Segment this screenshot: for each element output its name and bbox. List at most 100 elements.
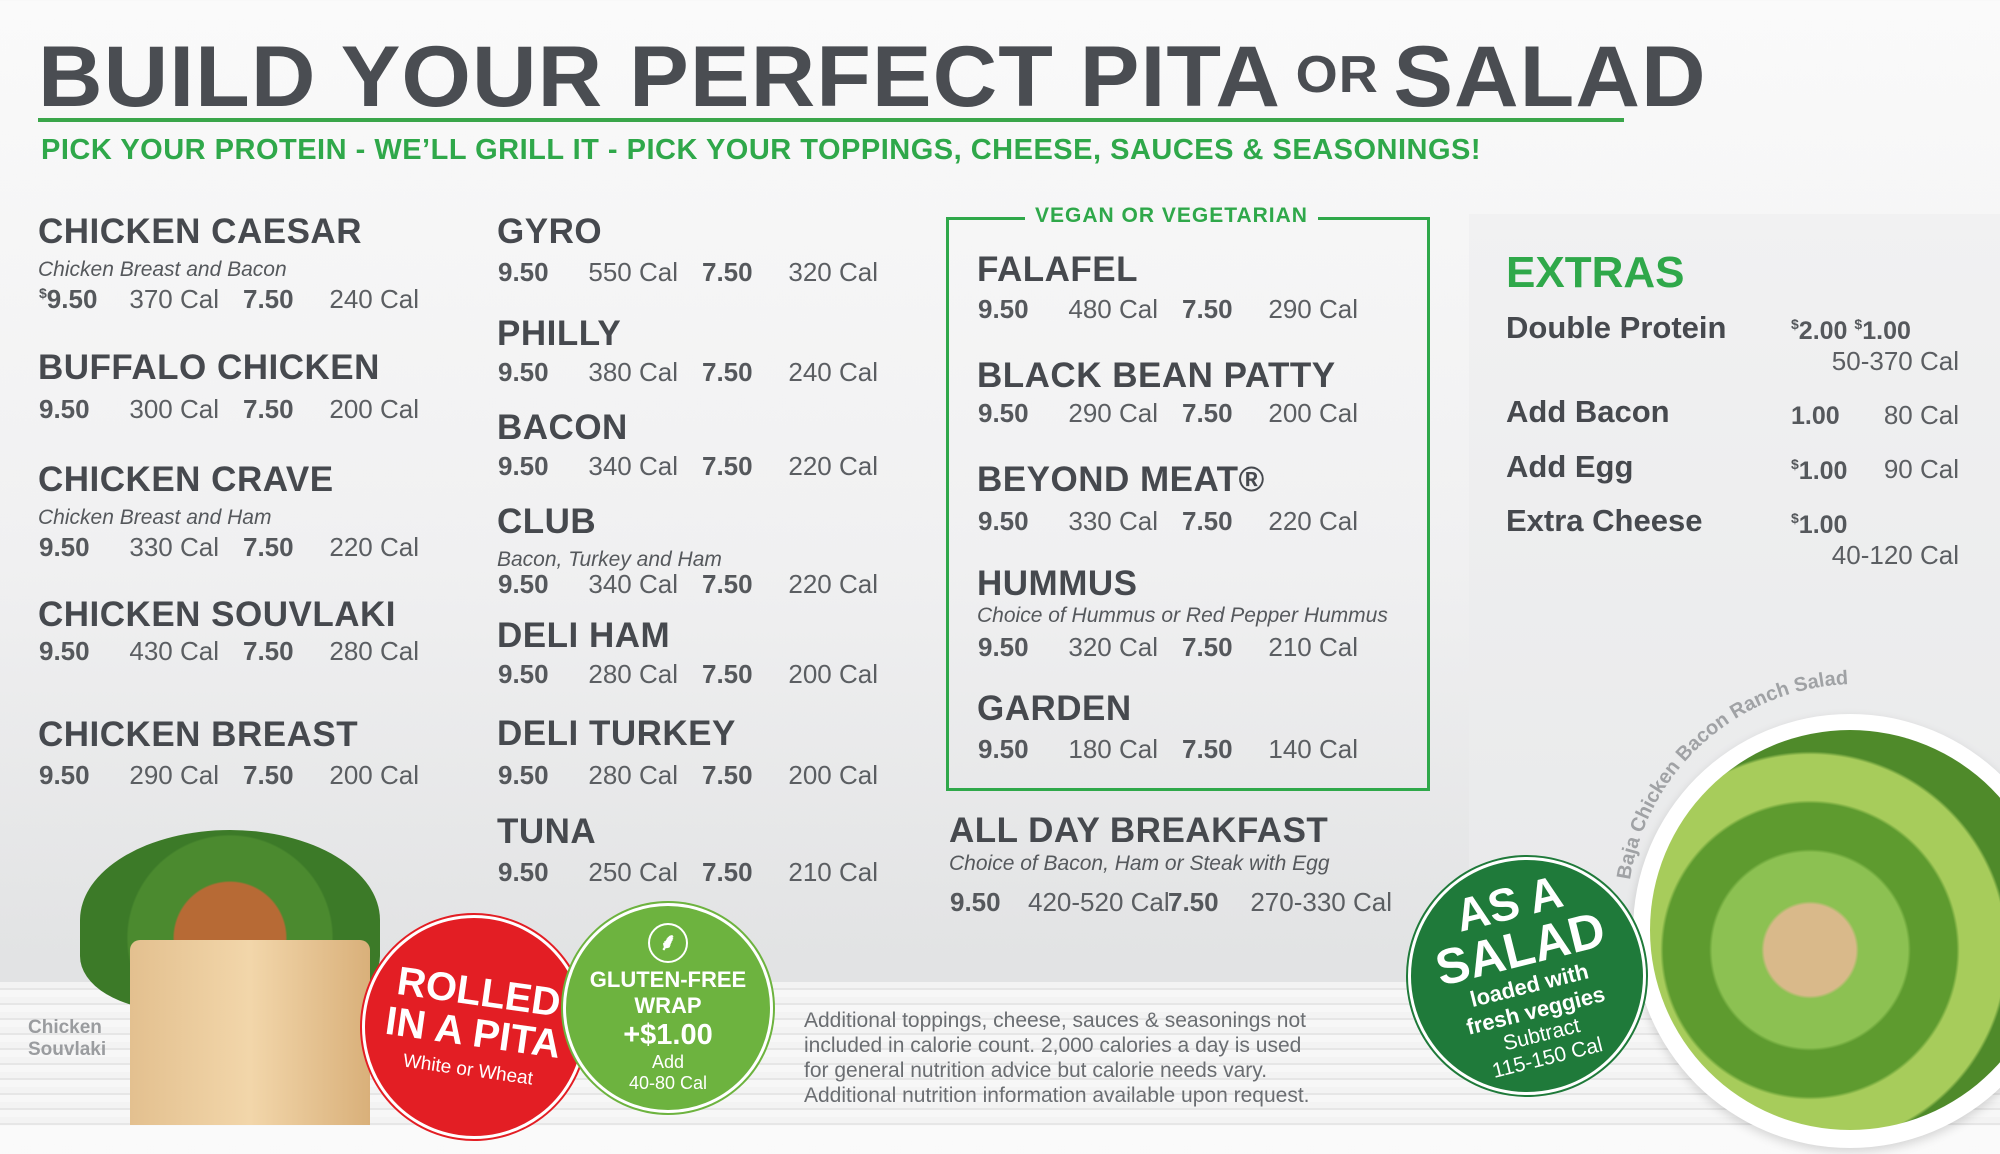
pita-price: 9.50 [978, 398, 1029, 428]
salad-price: 7.50 [1182, 294, 1233, 324]
wrap-photo-label: Chicken Souvlaki [28, 1017, 107, 1060]
salad-price: 7.50 [702, 569, 753, 599]
salad-photo [1650, 730, 2000, 1130]
badge-text: 40-80 Cal [628, 1072, 708, 1093]
extra-name: Add Egg [1506, 449, 1634, 484]
pita-calories: 250 Cal [588, 857, 678, 887]
badge-text: +$1.00 [623, 1018, 713, 1051]
vegan-label: VEGAN OR VEGETARIAN [1025, 204, 1318, 228]
pita-calories: 340 Cal [588, 569, 678, 599]
salad-price: 7.50 [243, 394, 294, 424]
price-row: 9.50 430 Cal 7.50 280 Cal [39, 636, 419, 667]
pita-price: 9.50 [39, 760, 90, 790]
price-row: 9.50 180 Cal 7.50 140 Cal [978, 734, 1358, 765]
salad-calories: 200 Cal [329, 394, 419, 424]
item-name: BLACK BEAN PATTY [977, 356, 1336, 395]
pita-price: 9.50 [498, 569, 549, 599]
item-description: Chicken Breast and Bacon [38, 258, 287, 281]
pita-price: 9.50 [978, 294, 1029, 324]
price-row: 9.50 420-520 Cal 7.50 270-330 Cal [950, 887, 1392, 918]
item-name: ALL DAY BREAKFAST [949, 811, 1329, 850]
extra-cal: 50-370 Cal [1831, 346, 1959, 376]
salad-price: 7.50 [702, 357, 753, 387]
price-row: 9.50 300 Cal 7.50 200 Cal [39, 394, 419, 425]
salad-price: 7.50 [702, 659, 753, 689]
pita-wrap-photo [130, 940, 370, 1125]
pita-price: 9.50 [498, 659, 549, 689]
pita-calories: 430 Cal [129, 636, 219, 666]
price-row: 9.50 480 Cal 7.50 290 Cal [978, 294, 1358, 325]
pita-price: 9.50 [978, 734, 1029, 764]
item-name: HUMMUS [977, 564, 1138, 603]
pita-calories: 290 Cal [129, 760, 219, 790]
extras-title: EXTRAS [1506, 248, 1685, 297]
wheat-icon: ⸙ [648, 922, 688, 963]
pita-price: 9.50 [39, 394, 90, 424]
badge-text: Add [651, 1051, 685, 1072]
pita-calories: 290 Cal [1068, 398, 1158, 428]
salad-calories: 220 Cal [788, 569, 878, 599]
item-description: Chicken Breast and Ham [38, 506, 272, 529]
pita-calories: 280 Cal [588, 659, 678, 689]
item-name: BACON [497, 408, 628, 447]
pita-calories: 370 Cal [129, 284, 219, 314]
pita-price: 9.50 [950, 887, 1001, 917]
price-row: 9.50 330 Cal 7.50 220 Cal [39, 532, 419, 563]
extra-price: $1.00 [1791, 456, 1848, 485]
badge-text: GLUTEN-FREE [589, 966, 747, 992]
pita-price: 9.50 [39, 636, 90, 666]
salad-price: 7.50 [243, 636, 294, 666]
item-description: Bacon, Turkey and Ham [497, 548, 722, 571]
pita-calories: 330 Cal [1068, 506, 1158, 536]
price-row: 9.50 280 Cal 7.50 200 Cal [498, 659, 878, 690]
item-name: PHILLY [497, 314, 622, 353]
pita-price: 9.50 [498, 451, 549, 481]
price-row: 9.50 330 Cal 7.50 220 Cal [978, 506, 1358, 537]
pita-price: 9.50 [498, 857, 549, 887]
title-underline [38, 118, 1624, 122]
pita-calories: 550 Cal [588, 257, 678, 287]
extra-name: Double Protein [1506, 310, 1727, 345]
salad-calories: 140 Cal [1268, 734, 1358, 764]
pita-calories: 420-520 Cal [1028, 887, 1170, 917]
extra-cal: 90 Cal [1883, 454, 1959, 484]
salad-calories: 200 Cal [788, 659, 878, 689]
salad-calories: 210 Cal [1268, 632, 1358, 662]
salad-calories: 290 Cal [1268, 294, 1358, 324]
salad-calories: 200 Cal [788, 760, 878, 790]
item-description: Choice of Bacon, Ham or Steak with Egg [949, 852, 1330, 875]
salad-calories: 220 Cal [1268, 506, 1358, 536]
extra-price: 1.00 [1791, 402, 1840, 430]
pita-price: 9.50 [978, 506, 1029, 536]
pita-calories: 380 Cal [588, 357, 678, 387]
salad-price: 7.50 [1182, 734, 1233, 764]
extra-price: $2.00 $1.00 [1791, 316, 1911, 345]
pita-price: 9.50 [39, 532, 90, 562]
price-row: 9.50 290 Cal 7.50 200 Cal [39, 760, 419, 791]
pita-calories: 340 Cal [588, 451, 678, 481]
salad-price: 7.50 [243, 760, 294, 790]
item-name: FALAFEL [977, 250, 1138, 289]
price-row: 9.50 340 Cal 7.50 220 Cal [498, 569, 878, 600]
page-title: BUILD YOUR PERFECT PITA OR SALAD [38, 29, 1707, 125]
item-name: BEYOND MEAT® [977, 460, 1265, 499]
pita-calories: 180 Cal [1068, 734, 1158, 764]
salad-price: 7.50 [1182, 398, 1233, 428]
salad-price: 7.50 [702, 257, 753, 287]
salad-calories: 280 Cal [329, 636, 419, 666]
disclaimer: Additional toppings, cheese, sauces & se… [804, 1009, 1310, 1107]
item-name: CHICKEN CRAVE [38, 460, 334, 499]
item-name: CHICKEN BREAST [38, 715, 359, 754]
salad-calories: 320 Cal [788, 257, 878, 287]
svg-text:Baja Chicken Bacon Ranch Salad: Baja Chicken Bacon Ranch Salad [1613, 667, 1849, 881]
item-name: GYRO [497, 212, 603, 251]
salad-calories: 200 Cal [329, 760, 419, 790]
pita-price: $9.50 [39, 284, 98, 314]
pita-calories: 330 Cal [129, 532, 219, 562]
item-name: DELI TURKEY [497, 714, 736, 753]
salad-price: 7.50 [1182, 632, 1233, 662]
pita-price: 9.50 [498, 357, 549, 387]
extra-name: Extra Cheese [1506, 503, 1703, 538]
price-row: 9.50 320 Cal 7.50 210 Cal [978, 632, 1358, 663]
price-row: 9.50 290 Cal 7.50 200 Cal [978, 398, 1358, 429]
